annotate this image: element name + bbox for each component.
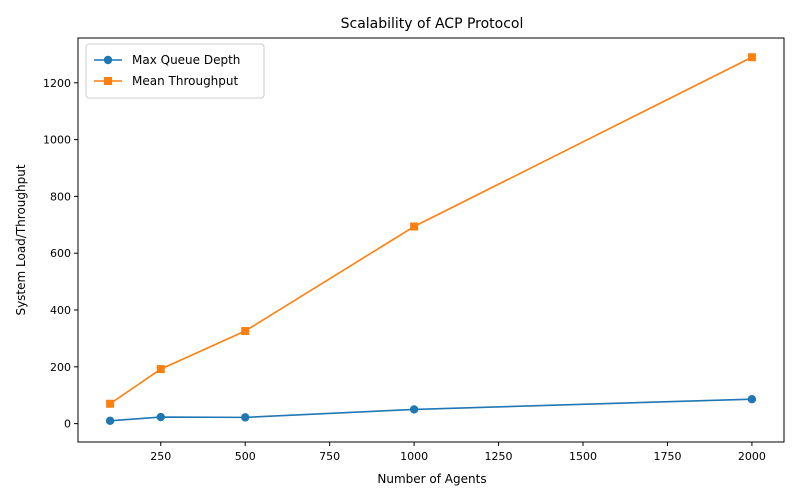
x-tick-label: 2000 — [738, 450, 766, 463]
plot-frame — [77, 37, 785, 443]
x-tick-label: 750 — [319, 450, 340, 463]
x-axis-ticks: 250 500 750 1000 1250 1500 1750 2000 — [150, 442, 766, 463]
plot-area — [105, 53, 757, 425]
legend-marker-mean-throughput — [104, 77, 112, 85]
y-tick-label: 1200 — [43, 77, 71, 90]
data-point-max-queue-depth — [105, 416, 115, 425]
data-point-mean-throughput — [106, 399, 115, 408]
y-tick-label: 400 — [50, 304, 71, 317]
y-tick-label: 600 — [50, 247, 71, 260]
data-point-mean-throughput — [156, 365, 165, 374]
x-tick-label: 1250 — [485, 450, 513, 463]
legend-box — [85, 43, 265, 99]
y-tick-label: 800 — [50, 190, 71, 203]
data-point-max-queue-depth — [156, 412, 165, 422]
x-axis-label: Number of Agents — [377, 472, 486, 486]
y-axis-ticks: 0 200 400 600 800 1000 1200 — [43, 77, 78, 431]
y-axis-label: System Load/Throughput — [14, 164, 28, 315]
chart-title: Scalability of ACP Protocol — [341, 16, 524, 32]
legend-label-mean-throughput: Mean Throughput — [132, 74, 239, 88]
chart-legend: Max Queue Depth Mean Throughput — [85, 43, 265, 99]
y-tick-label: 200 — [50, 361, 71, 374]
x-tick-label: 1000 — [400, 450, 428, 463]
data-point-max-queue-depth — [409, 405, 419, 414]
data-point-max-queue-depth — [747, 394, 757, 404]
legend-label-max-queue-depth: Max Queue Depth — [132, 53, 240, 67]
x-tick-label: 1500 — [569, 450, 597, 463]
y-tick-label: 0 — [64, 418, 71, 431]
legend-marker-max-queue-depth — [103, 55, 113, 65]
x-tick-label: 250 — [150, 450, 171, 463]
data-point-mean-throughput — [747, 53, 756, 62]
data-point-mean-throughput — [410, 222, 419, 231]
data-point-max-queue-depth — [241, 413, 250, 422]
x-tick-label: 1750 — [653, 450, 681, 463]
x-tick-label: 500 — [235, 450, 256, 463]
y-tick-label: 1000 — [43, 134, 71, 147]
data-point-mean-throughput — [241, 327, 250, 336]
